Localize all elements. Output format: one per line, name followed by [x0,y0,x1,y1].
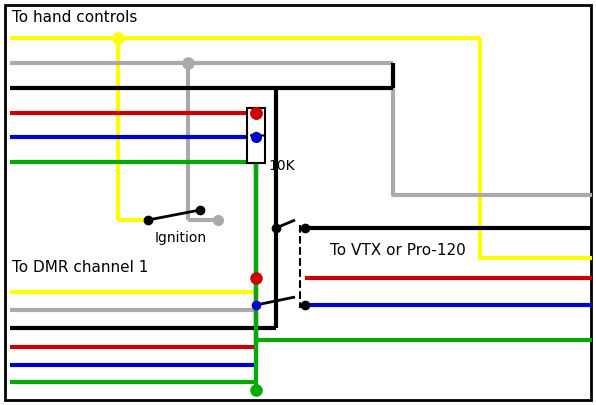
Text: To hand controls: To hand controls [12,10,137,25]
Text: 10K: 10K [268,159,294,173]
Bar [247,108,265,163]
Text: Ignition: Ignition [155,231,207,245]
Text: To VTX or Pro-120: To VTX or Pro-120 [330,243,465,258]
Text: To DMR channel 1: To DMR channel 1 [12,260,148,275]
